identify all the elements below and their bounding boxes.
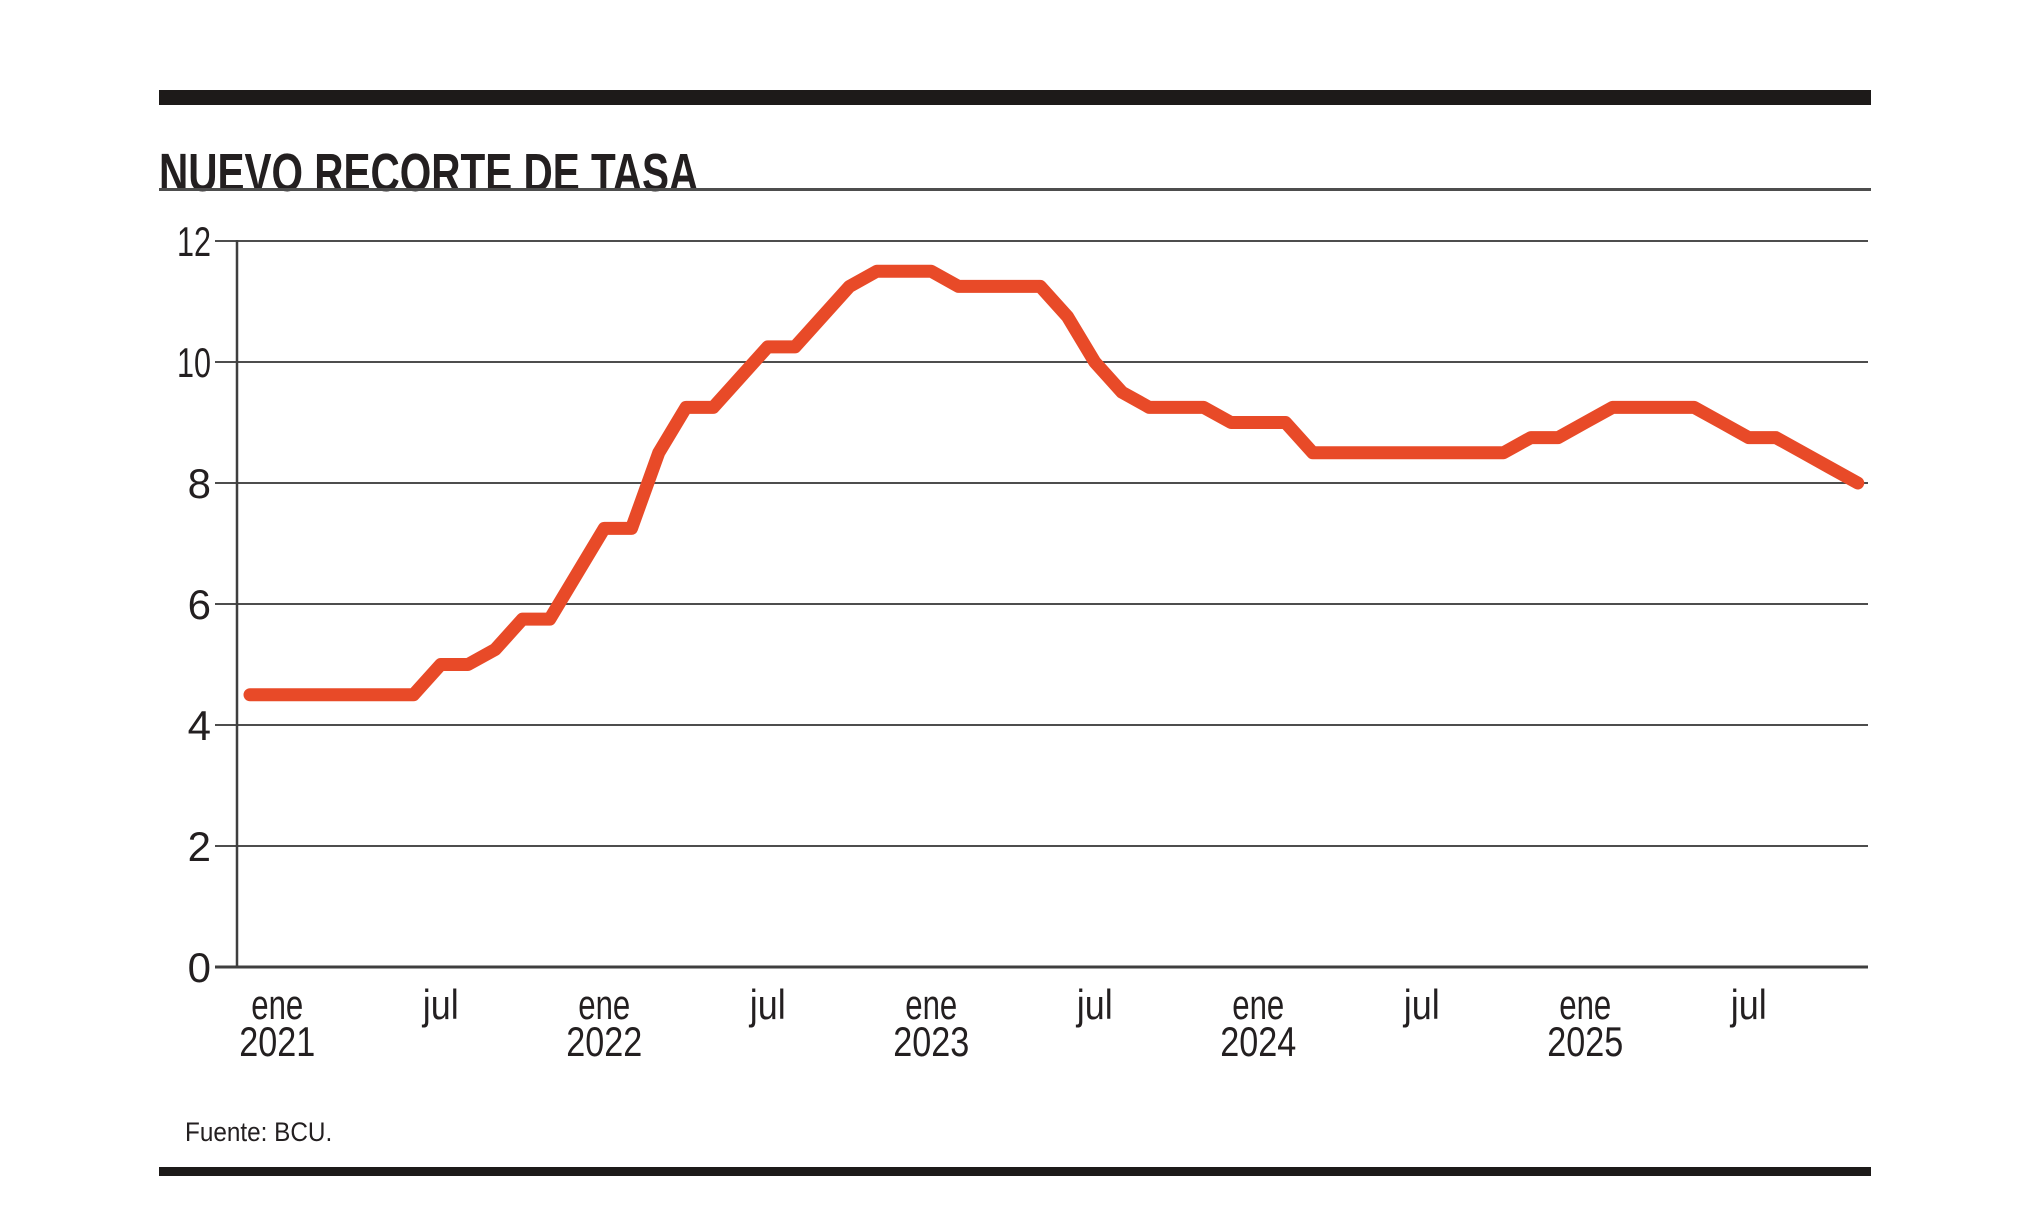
top-rule-bar	[159, 90, 1871, 105]
x-tick-label-month: jul	[1402, 981, 1440, 1028]
x-tick-label-year: 2025	[1547, 1018, 1623, 1065]
y-tick-label: 12	[177, 218, 211, 265]
x-tick-label-month: jul	[421, 981, 459, 1028]
x-tick-label-month: ene	[1232, 981, 1284, 1028]
source-note: Fuente: BCU.	[185, 1117, 333, 1147]
y-tick-label: 6	[188, 581, 211, 628]
y-tick-label: 4	[188, 702, 211, 749]
x-tick-label-month: ene	[1559, 981, 1611, 1028]
x-tick-label-year: 2021	[239, 1018, 315, 1065]
y-tick-label: 0	[188, 944, 211, 991]
x-tick-label-year: 2023	[893, 1018, 969, 1065]
x-tick-label-month: jul	[1729, 981, 1767, 1028]
x-tick-label-month: ene	[251, 981, 303, 1028]
x-tick-label-month: ene	[578, 981, 630, 1028]
y-tick-label: 10	[177, 339, 211, 386]
x-tick-label-month: jul	[1075, 981, 1113, 1028]
x-tick-label-year: 2022	[566, 1018, 642, 1065]
title-divider-rule	[159, 188, 1871, 191]
x-tick-label-year: 2024	[1220, 1018, 1296, 1065]
y-tick-label: 2	[188, 823, 211, 870]
y-tick-label: 8	[188, 460, 211, 507]
page-title: NUEVO RECORTE DE TASA	[159, 143, 699, 204]
x-tick-label-month: jul	[748, 981, 786, 1028]
x-tick-label-month: ene	[905, 981, 957, 1028]
bottom-rule-bar	[159, 1167, 1871, 1176]
rate-line	[243, 264, 1865, 702]
